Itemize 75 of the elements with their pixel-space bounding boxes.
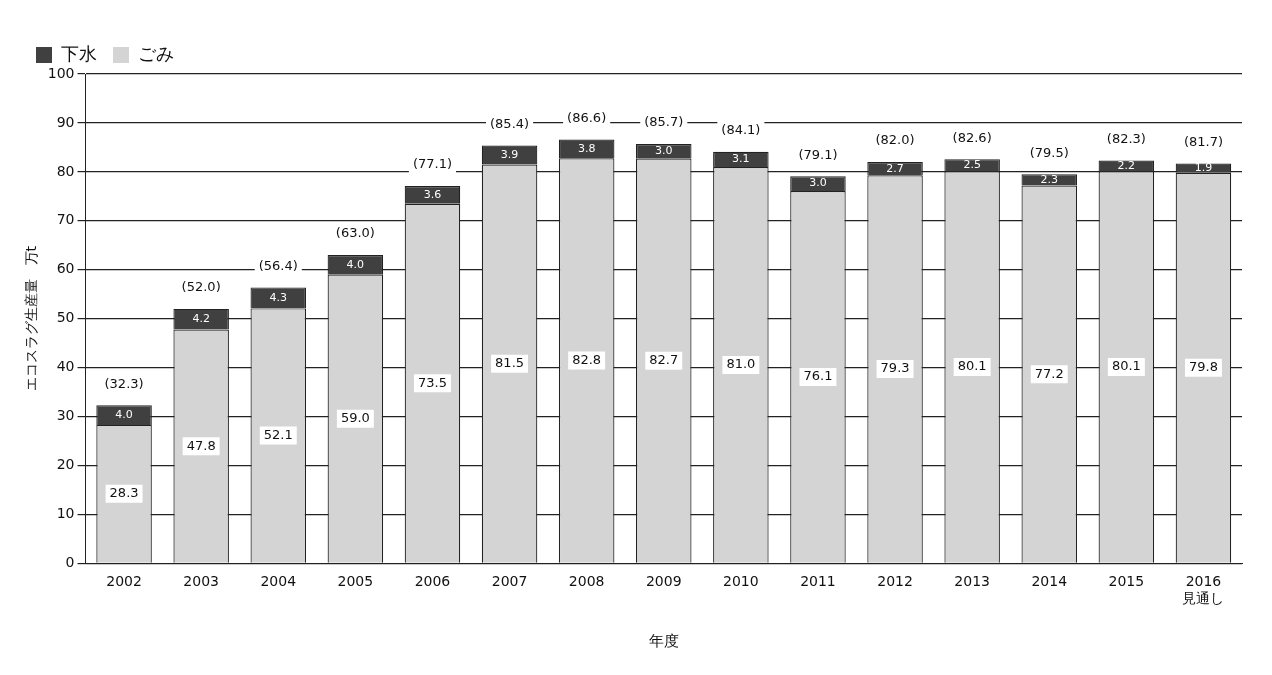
total-label: (52.0) xyxy=(181,279,221,295)
legend-label: ごみ xyxy=(138,42,174,64)
data-label: 2.2 xyxy=(1117,158,1136,172)
data-label: 28.3 xyxy=(109,485,139,501)
x-axis-title: 年度 xyxy=(648,631,679,650)
y-tick-label: 60 xyxy=(56,260,75,277)
total-label: (77.1) xyxy=(412,156,453,172)
total-label: (81.7) xyxy=(1183,133,1223,149)
data-label: 4.2 xyxy=(192,312,210,326)
x-tick-label: 2016 見通し xyxy=(1182,573,1225,607)
data-label: 73.5 xyxy=(417,374,447,390)
x-tick-label: 2013 xyxy=(954,573,990,590)
y-tick-label: 80 xyxy=(56,162,75,179)
y-tick-label: 90 xyxy=(56,113,75,130)
data-label: 3.8 xyxy=(577,141,596,155)
data-label: 4.3 xyxy=(269,290,288,304)
data-label: 59.0 xyxy=(340,410,370,426)
total-label: (79.5) xyxy=(1029,144,1069,160)
data-label: 3.0 xyxy=(655,144,673,158)
total-label: (85.7) xyxy=(644,114,684,130)
x-tick-label: 2007 xyxy=(491,573,528,590)
total-label: (85.4) xyxy=(490,115,530,131)
x-tick-label: 2005 xyxy=(337,573,374,590)
legend-label: 下水 xyxy=(61,42,97,64)
y-tick-label: 50 xyxy=(56,309,75,326)
data-label: 2.3 xyxy=(1040,172,1058,186)
data-label: 4.0 xyxy=(346,257,365,271)
total-label: (86.6) xyxy=(567,109,607,125)
total-label: (82.6) xyxy=(952,129,992,145)
y-tick-label: 10 xyxy=(56,505,75,522)
total-label: (79.1) xyxy=(798,146,838,162)
data-label: 82.8 xyxy=(572,351,602,367)
y-tick-label: 20 xyxy=(56,456,75,473)
x-tick-label: 2002 xyxy=(106,573,142,590)
x-tick-label: 2008 xyxy=(568,573,605,590)
x-tick-label: 2010 xyxy=(723,573,759,590)
data-label: 52.1 xyxy=(263,426,293,442)
data-label: 3.1 xyxy=(732,152,750,166)
total-label: (63.0) xyxy=(335,225,375,241)
x-tick-label: 2012 xyxy=(877,573,913,590)
data-label: 3.6 xyxy=(423,187,442,201)
data-label: 80.1 xyxy=(1111,358,1141,374)
total-label: (32.3) xyxy=(104,375,144,391)
data-label: 81.5 xyxy=(495,355,525,371)
data-label: 81.0 xyxy=(726,356,756,372)
data-label: 3.9 xyxy=(500,147,519,161)
y-tick-label: 70 xyxy=(56,211,75,228)
x-tick-label: 2011 xyxy=(800,573,836,590)
data-label: 3.0 xyxy=(809,176,827,190)
total-label: (82.0) xyxy=(875,132,915,148)
data-label: 47.8 xyxy=(186,437,216,453)
x-tick-label: 2009 xyxy=(645,573,682,590)
y-tick-label: 40 xyxy=(56,358,75,375)
data-label: 79.8 xyxy=(1188,359,1218,375)
x-tick-label: 2006 xyxy=(414,573,451,590)
data-label: 2.7 xyxy=(886,161,904,175)
y-tick-label: 30 xyxy=(56,407,75,424)
x-tick-label: 2004 xyxy=(260,573,297,590)
data-label: 77.2 xyxy=(1034,365,1064,381)
y-tick-label: 0 xyxy=(65,554,75,571)
x-tick-label: 2003 xyxy=(183,573,219,590)
total-label: (56.4) xyxy=(258,257,298,273)
x-tick-label: 2015 xyxy=(1108,573,1145,590)
data-label: 76.1 xyxy=(803,368,833,384)
total-label: (84.1) xyxy=(721,122,761,138)
data-label: 82.7 xyxy=(649,352,679,368)
data-label: 1.9 xyxy=(1194,161,1213,175)
total-label: (82.3) xyxy=(1106,131,1146,146)
y-tick-label: 100 xyxy=(47,64,75,81)
y-axis-title: エコスラグ生産量 万t xyxy=(23,245,40,392)
data-label: 4.0 xyxy=(115,407,133,421)
data-label: 79.3 xyxy=(880,360,910,376)
data-label: 80.1 xyxy=(957,358,987,374)
x-tick-label: 2014 xyxy=(1031,573,1068,590)
data-label: 2.5 xyxy=(963,158,981,172)
